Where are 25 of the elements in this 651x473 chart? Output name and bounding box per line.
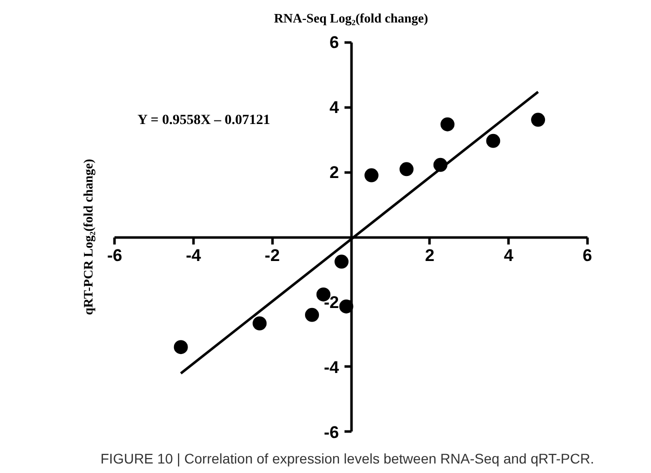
point: [400, 162, 414, 176]
y-tick-label: -4: [324, 358, 340, 377]
y-tick-label: 2: [330, 163, 340, 182]
x-tick-label: 2: [425, 246, 435, 265]
y-tick-label: 4: [330, 98, 340, 118]
x-tick-label: -2: [264, 246, 280, 265]
point: [252, 316, 267, 330]
point: [305, 308, 320, 322]
caption: FIGURE 10 | Correlation of expression levels between RNA-Seq and qRT-PCR.: [100, 450, 594, 466]
x-tick-label: -6: [107, 246, 122, 265]
point: [334, 254, 349, 269]
y-tick-label: -6: [324, 422, 340, 442]
chart-title: RNA-Seq Log₂(fold change): [274, 10, 428, 26]
x-tick-label: -4: [186, 246, 202, 265]
x-tick-label: 4: [504, 246, 514, 265]
annotation: Y = 0.9558X – 0.07121: [138, 113, 270, 128]
point: [486, 134, 500, 148]
point: [174, 340, 188, 354]
x-tick-label: 6: [582, 246, 592, 265]
y-tick-label: -2: [324, 292, 340, 312]
y-tick-label: 6: [330, 33, 340, 52]
y-axis-title: qRT-PCR Log₂(fold change): [80, 158, 96, 316]
point: [440, 117, 454, 132]
point: [531, 112, 546, 127]
point: [364, 168, 378, 182]
